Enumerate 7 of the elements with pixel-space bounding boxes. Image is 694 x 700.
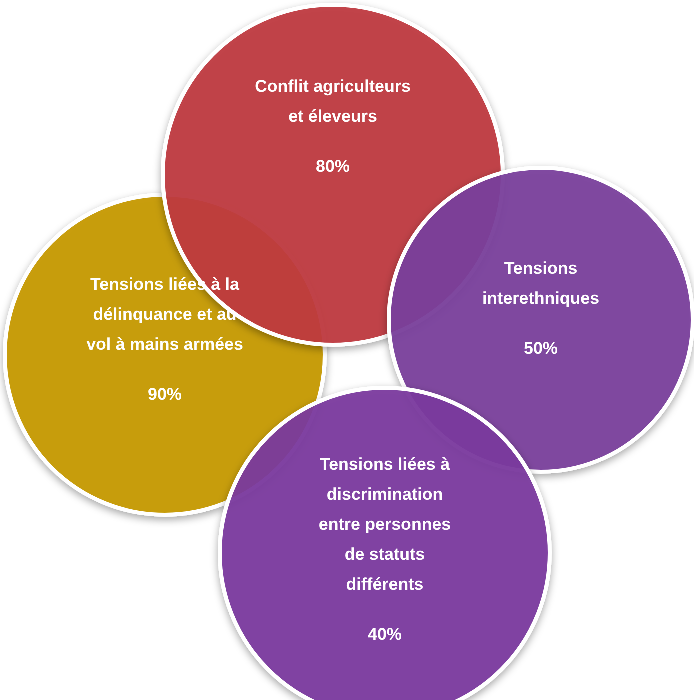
category-label: Conflit agriculteurs et éleveurs bbox=[255, 77, 411, 126]
category-label: Tensions liées à discrimination entre personnes de statuts différents bbox=[318, 455, 452, 594]
data-label: 90% bbox=[148, 385, 182, 404]
category-label: Tensions interethniques bbox=[482, 259, 600, 308]
data-label: 50% bbox=[524, 339, 558, 358]
data-label: 80% bbox=[316, 157, 350, 176]
data-label: 40% bbox=[368, 625, 402, 644]
